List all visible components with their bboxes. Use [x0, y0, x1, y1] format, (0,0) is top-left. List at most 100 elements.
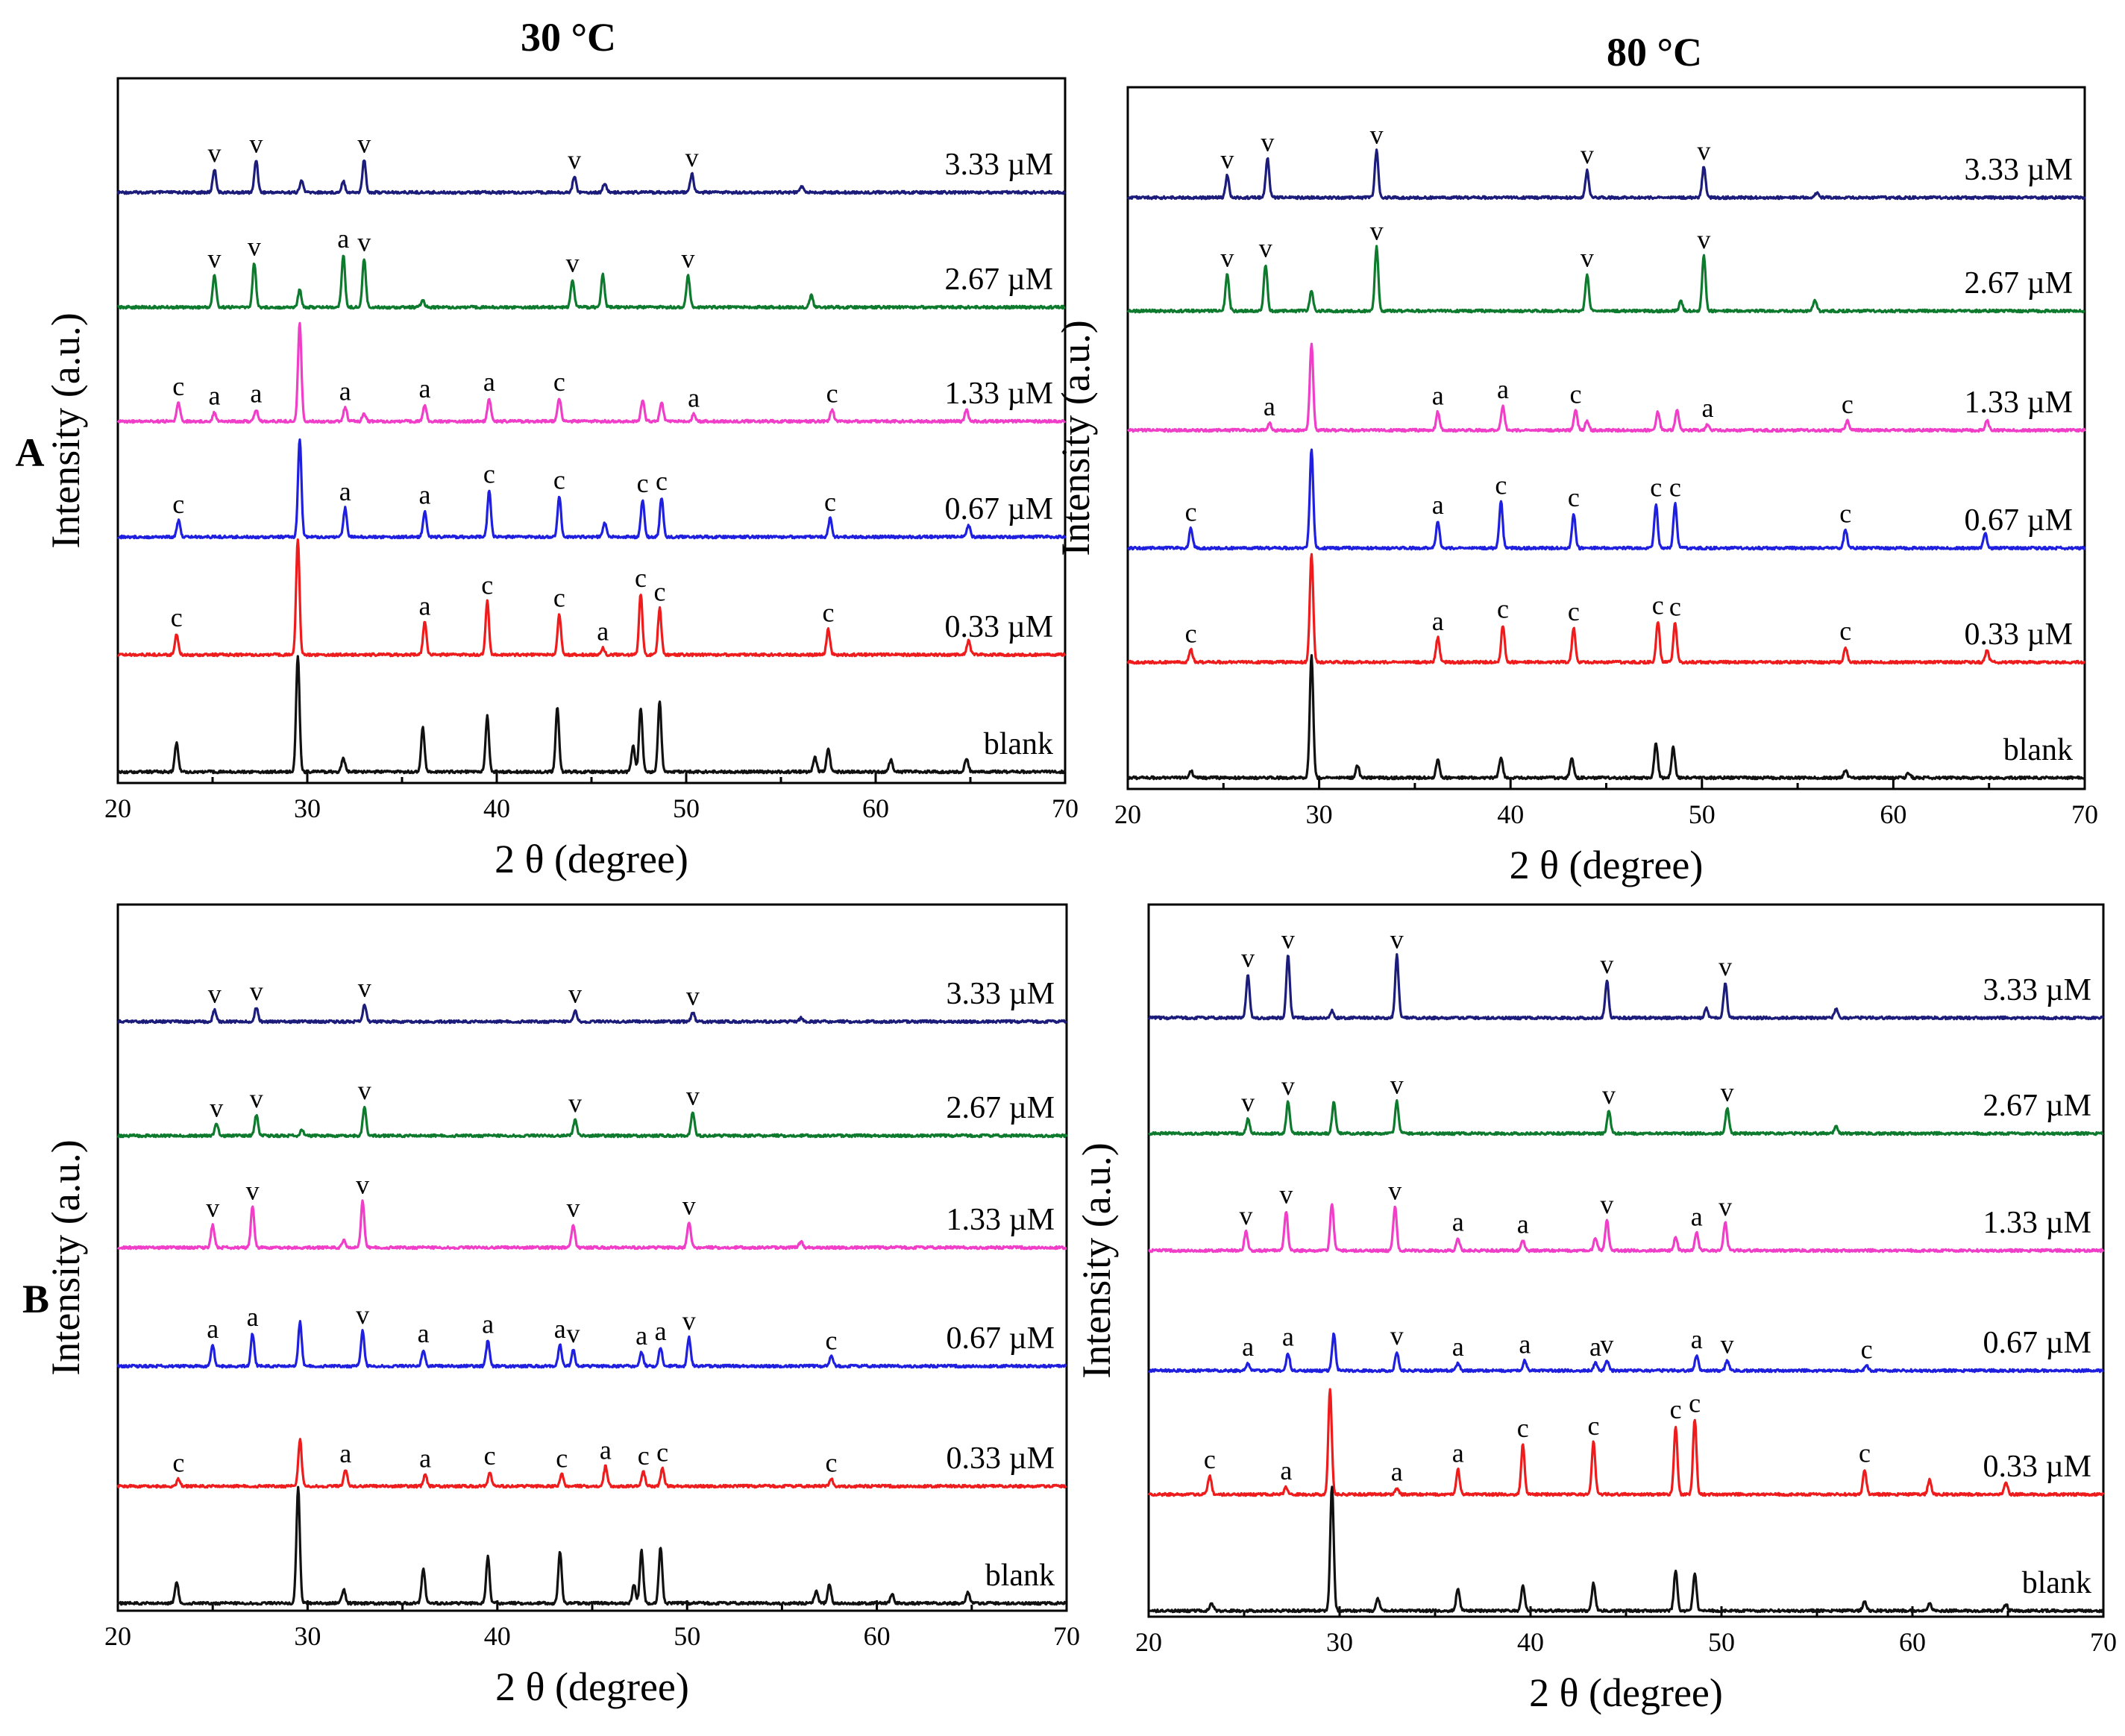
peak-label: a: [247, 1302, 259, 1332]
series-line: [1147, 953, 2104, 1021]
peak-label: a: [339, 376, 351, 406]
peak-label: a: [635, 1321, 647, 1350]
peak-label: c: [483, 459, 495, 489]
peak-label: v: [1281, 1071, 1295, 1101]
x-tick-label: 70: [2090, 1627, 2117, 1657]
peak-label: a: [1497, 374, 1509, 404]
peak-label: c: [1185, 619, 1197, 649]
x-tick-label: 30: [294, 1621, 321, 1651]
peak-label: c: [172, 371, 184, 401]
peak-label: c: [1652, 591, 1664, 620]
series-line: [1126, 654, 2085, 781]
y-axis-title: Intensity (a.u.): [43, 1139, 88, 1375]
peak-label: c: [484, 1441, 496, 1471]
column-title-30c: 30 °C: [521, 15, 616, 60]
peak-label: v: [682, 1191, 696, 1221]
peak-label: a: [1280, 1456, 1292, 1485]
series-label: 1.33 µM: [1964, 386, 2073, 420]
peak-label: c: [1495, 470, 1507, 500]
peak-label: v: [250, 976, 263, 1006]
peak-label: c: [553, 367, 565, 397]
panel-2: 20 30 40 50 60 70 2 θ (degree) Intensity (a.u.)…: [43, 903, 1080, 1709]
peak-label: v: [682, 1306, 696, 1336]
peak-label: a: [339, 1438, 351, 1468]
peak-label: v: [1279, 1180, 1293, 1210]
peak-label: v: [1600, 1330, 1613, 1359]
peak-label: v: [1261, 127, 1274, 157]
peak-label: c: [481, 570, 493, 600]
series-label: 3.33 µM: [1964, 153, 2073, 187]
peak-label: c: [653, 577, 665, 607]
peak-label: a: [1519, 1330, 1531, 1359]
peak-label: v: [1281, 924, 1295, 954]
peak-label: v: [1370, 119, 1384, 149]
peak-label: v: [1388, 1176, 1402, 1206]
peak-label: a: [1452, 1332, 1464, 1362]
peak-label: a: [1432, 490, 1444, 520]
peak-label: a: [688, 383, 700, 413]
peak-label: c: [826, 1325, 838, 1355]
peak-label: v: [357, 227, 371, 257]
peak-label: a: [1242, 1332, 1254, 1362]
peak-label: c: [1669, 591, 1681, 621]
series-line: [1126, 553, 2085, 665]
series-label: blank: [2022, 1566, 2091, 1600]
series-line: [116, 321, 1067, 424]
series-label: 1.33 µM: [944, 377, 1053, 411]
y-axis-title: Intensity (a.u.): [1074, 1142, 1119, 1378]
x-tick-label: 50: [1708, 1627, 1735, 1657]
series-label: 2.67 µM: [946, 1091, 1055, 1125]
series-label: 1.33 µM: [946, 1203, 1055, 1237]
peak-label: v: [358, 973, 371, 1003]
x-tick-label: 20: [1114, 799, 1141, 829]
peak-label: a: [554, 1314, 566, 1344]
row-label-b: B: [22, 1277, 49, 1321]
x-tick-label: 60: [1899, 1627, 1926, 1657]
x-axis-title: 2 θ (degree): [1510, 843, 1704, 887]
peak-label: c: [556, 1443, 568, 1473]
peak-label: a: [655, 1316, 667, 1346]
peak-label: c: [553, 582, 565, 612]
peak-label: v: [248, 232, 261, 262]
peak-label: v: [1390, 1321, 1404, 1350]
x-tick-label: 50: [674, 1621, 700, 1651]
peak-label: v: [1600, 949, 1613, 979]
peak-label: a: [207, 1314, 219, 1344]
peak-label: v: [1220, 144, 1234, 174]
series-line: [116, 159, 1067, 195]
peak-label: c: [1859, 1438, 1871, 1468]
peak-label: a: [1452, 1438, 1464, 1468]
peak-label: v: [1721, 1330, 1734, 1359]
peak-label: v: [1240, 1201, 1253, 1230]
peak-label: v: [1718, 952, 1732, 981]
peak-label: v: [208, 243, 222, 273]
peak-label: a: [1517, 1210, 1529, 1239]
peak-label: a: [250, 378, 262, 408]
series-line: [1148, 1485, 2105, 1614]
x-tick-label: 30: [294, 793, 321, 823]
peak-label: c: [1650, 473, 1662, 503]
peak-label: v: [250, 1084, 263, 1113]
series-label: 0.33 µM: [1983, 1450, 2091, 1484]
peak-label: a: [419, 1443, 431, 1473]
peak-label: a: [209, 381, 221, 411]
peak-label: a: [600, 1435, 612, 1465]
series-line: [117, 655, 1067, 775]
peak-label: c: [1670, 1394, 1682, 1424]
series-label: 0.67 µM: [1964, 503, 2073, 538]
series-line: [117, 1003, 1068, 1025]
x-tick-label: 40: [1497, 799, 1524, 829]
peak-label: v: [1718, 1192, 1732, 1221]
peak-label: c: [1568, 482, 1580, 512]
x-tick-label: 70: [1053, 1621, 1080, 1651]
peak-label: v: [1390, 1070, 1404, 1100]
peak-label: c: [1497, 594, 1509, 624]
peak-label: c: [1839, 498, 1851, 528]
x-tick-label: 50: [673, 793, 700, 823]
peak-label: v: [1721, 1078, 1734, 1107]
series-label: 3.33 µM: [946, 977, 1055, 1011]
series-line: [1126, 245, 2085, 314]
y-axis-title: Intensity (a.u.): [1053, 320, 1098, 556]
peak-label: a: [482, 1309, 494, 1339]
